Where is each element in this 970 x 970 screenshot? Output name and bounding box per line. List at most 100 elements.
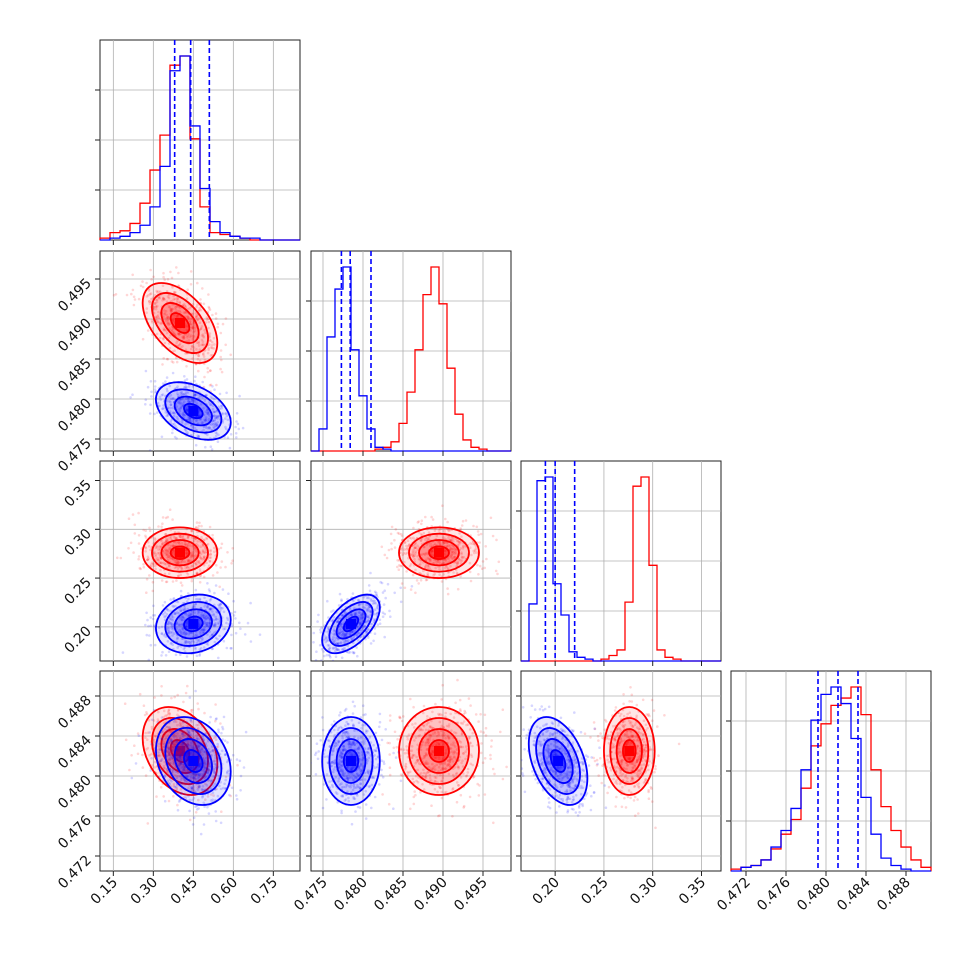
sample-point xyxy=(334,649,337,653)
sample-point xyxy=(212,769,216,773)
sample-point xyxy=(230,786,234,790)
sample-point xyxy=(351,650,355,654)
sample-point xyxy=(235,436,238,439)
sample-point xyxy=(195,772,199,776)
sample-point xyxy=(191,400,195,404)
sample-point xyxy=(194,811,198,814)
sample-point xyxy=(199,418,203,421)
sample-point xyxy=(162,297,165,301)
sample-point xyxy=(162,709,166,713)
sample-point xyxy=(316,620,319,623)
sample-point xyxy=(332,629,336,633)
contour-blue xyxy=(335,608,367,640)
sample-point xyxy=(330,619,334,622)
sample-point xyxy=(176,332,180,336)
sample-point xyxy=(170,627,173,630)
sample-point xyxy=(201,544,205,548)
sample-point xyxy=(178,617,182,620)
sample-point xyxy=(203,777,206,780)
sample-point xyxy=(224,778,227,782)
sample-point xyxy=(363,624,367,628)
sample-point xyxy=(187,733,190,737)
sample-point xyxy=(443,549,447,553)
sample-point xyxy=(422,768,425,772)
sample-point xyxy=(193,393,197,397)
sample-point xyxy=(352,651,356,654)
sample-point xyxy=(332,628,336,631)
sample-point xyxy=(206,767,209,771)
sample-point xyxy=(208,343,211,346)
sample-point xyxy=(205,318,209,321)
sample-point xyxy=(205,624,208,627)
sample-point xyxy=(182,334,186,338)
sample-point xyxy=(373,627,377,630)
sample-point xyxy=(165,319,168,322)
sample-point xyxy=(208,764,211,767)
sample-point xyxy=(202,767,206,770)
sample-point xyxy=(153,388,157,391)
sample-point xyxy=(477,794,481,797)
sample-point xyxy=(198,773,201,776)
sample-point xyxy=(207,588,211,591)
sample-point xyxy=(212,546,216,550)
sample-point xyxy=(467,735,471,739)
sample-point xyxy=(167,551,171,554)
sample-point xyxy=(444,748,448,752)
sample-point xyxy=(163,767,166,770)
sample-point xyxy=(413,546,417,550)
sample-point xyxy=(431,549,435,552)
sample-point xyxy=(165,300,169,304)
sample-point xyxy=(190,766,193,769)
sample-point xyxy=(192,330,196,334)
sample-point xyxy=(164,580,168,584)
sample-point xyxy=(167,751,171,754)
sample-point xyxy=(462,545,465,549)
sample-point xyxy=(400,564,404,568)
sample-point xyxy=(158,321,162,325)
sample-point xyxy=(164,550,168,553)
sample-point xyxy=(197,610,201,614)
sample-point xyxy=(214,615,217,619)
sample-point xyxy=(215,717,218,720)
sample-point xyxy=(424,578,428,582)
sample-point xyxy=(434,776,438,780)
sample-point xyxy=(417,761,420,764)
sample-point xyxy=(181,535,185,539)
sample-point xyxy=(168,384,172,388)
sample-point xyxy=(202,353,205,356)
sample-point xyxy=(185,378,189,381)
sample-point xyxy=(201,287,204,290)
sample-point xyxy=(199,545,202,548)
sample-point xyxy=(197,723,200,727)
sample-point xyxy=(212,623,215,626)
sample-point xyxy=(221,412,224,415)
sample-point xyxy=(146,558,149,561)
sample-point xyxy=(155,289,158,293)
sample-point xyxy=(451,557,455,561)
sample-point xyxy=(360,616,364,620)
sample-point xyxy=(367,606,371,609)
sample-point xyxy=(214,431,218,434)
sample-point xyxy=(415,760,419,763)
contour-red xyxy=(398,526,480,579)
sample-point xyxy=(161,522,164,525)
sample-point xyxy=(199,647,203,650)
contour-red xyxy=(151,532,209,573)
sample-point xyxy=(235,794,238,797)
sample-point xyxy=(172,762,175,765)
sample-point xyxy=(419,539,423,542)
sample-point xyxy=(426,737,430,741)
sample-point xyxy=(458,540,461,544)
sample-point xyxy=(176,309,179,313)
sample-point xyxy=(407,772,410,775)
sample-point xyxy=(446,764,449,767)
sample-point xyxy=(209,552,212,556)
sample-point xyxy=(154,391,157,394)
sample-point xyxy=(183,767,186,770)
sample-point xyxy=(187,597,190,601)
sample-point xyxy=(414,550,418,553)
x-tick-label: 0.476 xyxy=(754,874,794,914)
sample-point xyxy=(203,538,206,542)
sample-point xyxy=(167,564,171,568)
sample-point xyxy=(456,560,460,563)
